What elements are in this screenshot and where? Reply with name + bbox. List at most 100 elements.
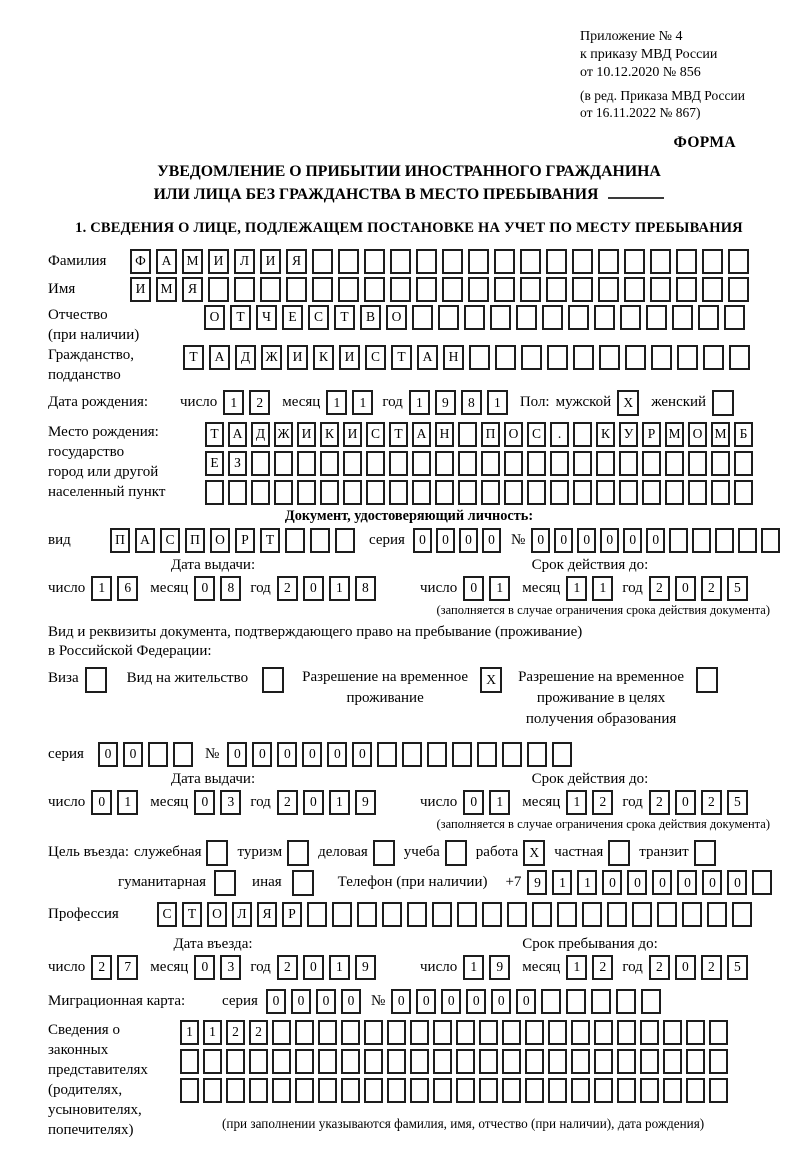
char-cell[interactable] [557,901,577,927]
char-cell[interactable] [295,1019,314,1045]
char-cell[interactable]: 0 [600,527,620,553]
char-cell[interactable] [640,1019,659,1045]
char-cell[interactable]: 0 [194,789,216,815]
char-cell[interactable] [663,1077,682,1103]
char-cell[interactable] [672,304,693,330]
char-cell[interactable] [433,1019,452,1045]
char-cell[interactable] [435,479,454,505]
char-cell[interactable] [458,479,477,505]
char-cell[interactable]: 0 [340,988,361,1014]
char-cell[interactable]: 1 [328,954,350,980]
char-cell[interactable] [686,1019,705,1045]
char-cell[interactable] [343,450,362,476]
char-cell[interactable] [203,1077,222,1103]
char-cell[interactable] [364,276,385,302]
char-cell[interactable] [761,527,781,553]
char-cell[interactable]: 0 [627,870,648,896]
char-cell[interactable]: Н [435,421,454,447]
char-cell[interactable] [180,1048,199,1074]
char-cell[interactable]: 1 [223,390,245,416]
char-cell[interactable] [525,1077,544,1103]
char-cell[interactable] [546,248,567,274]
char-cell[interactable] [669,527,689,553]
char-cell[interactable]: П [110,527,130,553]
char-cell[interactable]: М [156,276,177,302]
char-cell[interactable]: 2 [249,390,271,416]
char-cell[interactable] [607,901,627,927]
char-cell[interactable] [364,1019,383,1045]
char-cell[interactable]: 0 [702,870,723,896]
char-cell[interactable] [619,479,638,505]
char-cell[interactable] [728,276,749,302]
char-cell[interactable] [688,450,707,476]
char-cell[interactable] [632,901,652,927]
char-cell[interactable] [490,304,511,330]
char-cell[interactable]: О [204,304,225,330]
char-cell[interactable]: О [688,421,707,447]
char-cell[interactable] [343,479,362,505]
char-cell[interactable] [387,1077,406,1103]
rvp-checkbox[interactable]: X [480,666,503,693]
char-cell[interactable]: С [527,421,546,447]
char-cell[interactable] [729,344,750,370]
char-cell[interactable] [616,988,637,1014]
purpose-tourism-checkbox[interactable] [287,839,310,866]
char-cell[interactable]: С [308,304,329,330]
char-cell[interactable] [341,1077,360,1103]
char-cell[interactable] [516,304,537,330]
char-cell[interactable] [481,450,500,476]
char-cell[interactable] [521,344,542,370]
char-cell[interactable]: 0 [674,954,696,980]
char-cell[interactable]: 0 [352,741,373,767]
char-cell[interactable] [469,344,490,370]
char-cell[interactable] [226,1077,245,1103]
char-cell[interactable] [546,276,567,302]
char-cell[interactable] [640,1077,659,1103]
char-cell[interactable] [427,741,448,767]
char-cell[interactable] [572,248,593,274]
char-cell[interactable] [203,1048,222,1074]
char-cell[interactable]: Б [734,421,753,447]
char-cell[interactable]: К [596,421,615,447]
char-cell[interactable] [520,248,541,274]
char-cell[interactable]: 0 [463,789,485,815]
char-cell[interactable]: 0 [727,870,748,896]
char-cell[interactable] [594,1019,613,1045]
char-cell[interactable] [663,1048,682,1074]
char-cell[interactable]: Л [232,901,252,927]
char-cell[interactable] [548,1019,567,1045]
char-cell[interactable] [709,1048,728,1074]
char-cell[interactable]: Н [443,344,464,370]
visa-checkbox[interactable] [84,666,107,693]
char-cell[interactable] [663,1019,682,1045]
char-cell[interactable] [389,479,408,505]
char-cell[interactable] [571,1048,590,1074]
char-cell[interactable] [251,479,270,505]
char-cell[interactable] [709,1019,728,1045]
char-cell[interactable] [682,901,702,927]
char-cell[interactable] [338,248,359,274]
char-cell[interactable]: Т [205,421,224,447]
char-cell[interactable] [382,901,402,927]
char-cell[interactable]: 0 [265,988,286,1014]
char-cell[interactable] [527,741,548,767]
char-cell[interactable] [320,450,339,476]
char-cell[interactable] [464,304,485,330]
char-cell[interactable] [272,1019,291,1045]
char-cell[interactable] [320,479,339,505]
char-cell[interactable] [341,1019,360,1045]
char-cell[interactable] [677,344,698,370]
char-cell[interactable] [234,276,255,302]
char-cell[interactable] [707,901,727,927]
char-cell[interactable] [702,248,723,274]
char-cell[interactable]: 1 [552,870,573,896]
char-cell[interactable]: Ф [130,248,151,274]
char-cell[interactable]: 0 [458,527,478,553]
char-cell[interactable] [387,1019,406,1045]
char-cell[interactable] [598,248,619,274]
char-cell[interactable] [180,1077,199,1103]
char-cell[interactable]: Е [282,304,303,330]
char-cell[interactable] [504,479,523,505]
char-cell[interactable]: О [386,304,407,330]
char-cell[interactable] [249,1048,268,1074]
